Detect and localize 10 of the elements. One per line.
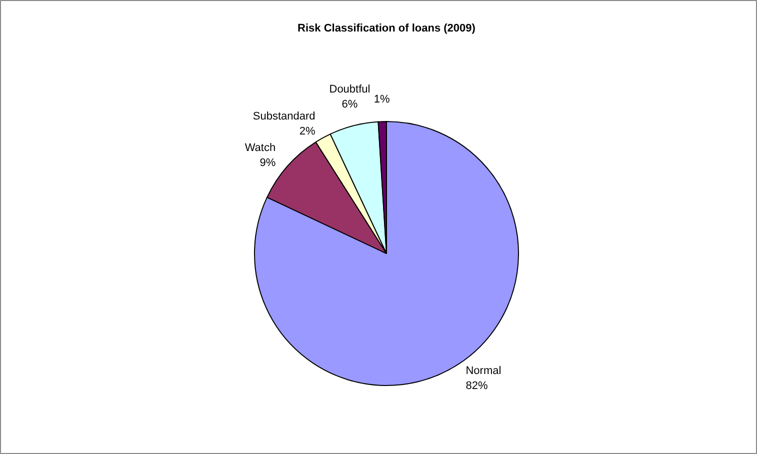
slice-label: Substandard — [252, 110, 316, 122]
slice-label: Watch — [244, 142, 276, 154]
data-label: 9% — [260, 157, 276, 170]
slice-label: Normal — [466, 364, 502, 377]
data-label: 82% — [466, 380, 488, 392]
data-label: 2% — [299, 125, 316, 138]
chart-title: Risk Classification of loans (2009) — [298, 22, 476, 34]
data-label: 6% — [342, 98, 358, 110]
data-label: 1% — [374, 94, 390, 106]
slice-label: Doubtful — [329, 83, 370, 96]
